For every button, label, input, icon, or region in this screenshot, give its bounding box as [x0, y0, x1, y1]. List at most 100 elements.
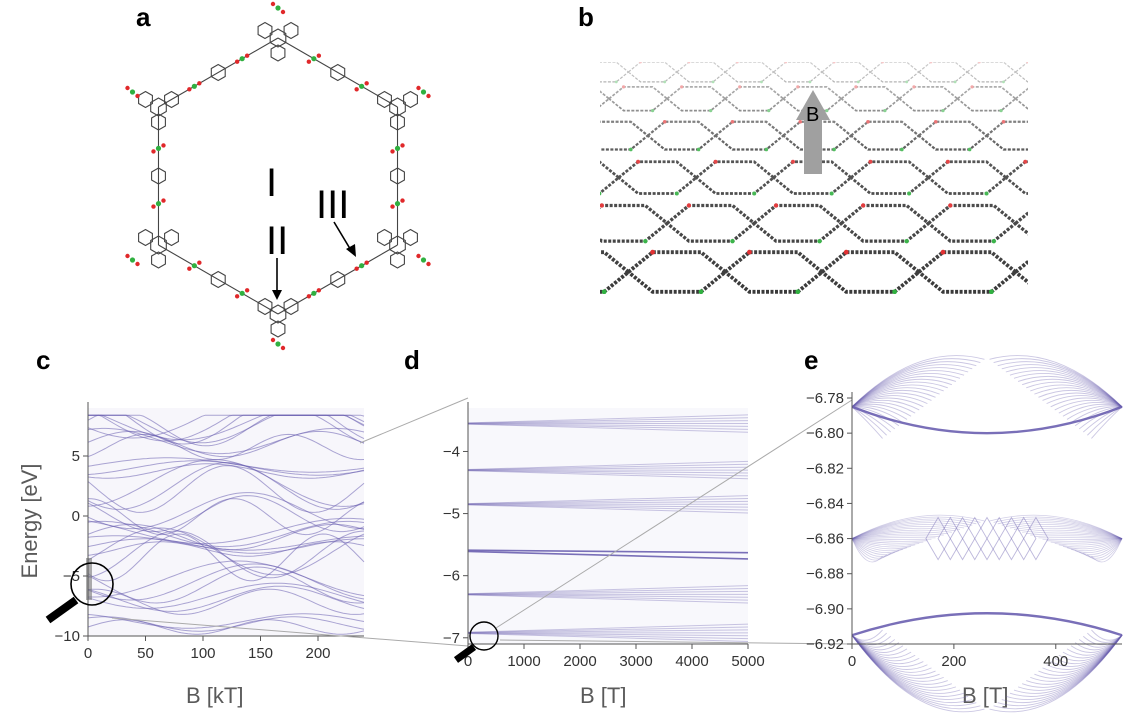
fan-line: [851, 367, 969, 408]
fan-line: [851, 514, 985, 539]
fan-line: [1038, 537, 1123, 539]
boron-atom: [1058, 109, 1061, 112]
fan-line: [989, 355, 1123, 408]
fan-line: [1013, 373, 1123, 408]
oxygen-atom: [364, 260, 369, 265]
boron-atom: [359, 83, 365, 89]
fan-line: [851, 389, 936, 408]
fan-line: [1013, 634, 1123, 694]
band-line: [87, 582, 365, 609]
fan-line: [1078, 634, 1123, 648]
fan-line: [1091, 406, 1123, 439]
band-line: [87, 527, 365, 576]
region-label-III: III: [316, 183, 349, 227]
fan-line: [851, 381, 948, 408]
benzene-ring: [151, 167, 166, 185]
benzene-ring: [389, 97, 406, 117]
fan-line: [851, 387, 940, 408]
band-line: [87, 538, 364, 554]
region-label-I: I: [266, 161, 277, 205]
panel-letter-d: d: [404, 345, 420, 375]
fan-line: [1030, 533, 1123, 539]
fan-line: [1070, 538, 1123, 553]
panel-e-plot-bg: [852, 398, 1122, 644]
y-tick-label: −6: [443, 568, 460, 585]
fan-line: [851, 538, 908, 552]
triphenylene-node: [125, 228, 179, 269]
fan-line: [1018, 527, 1123, 539]
benzene-ring: [150, 235, 167, 255]
fan-line: [851, 531, 948, 539]
oxygen-atom: [270, 1, 276, 7]
benzene-ring: [151, 251, 166, 269]
linker: [158, 37, 279, 108]
band-line: [87, 430, 365, 458]
band-line: [467, 504, 749, 514]
fan-line: [1038, 634, 1123, 676]
y-tick-label: −6.90: [806, 601, 844, 618]
fan-line: [1066, 634, 1123, 656]
band-line: [467, 594, 749, 604]
band-line: [87, 414, 365, 447]
oxygen-atom: [390, 204, 395, 209]
fan-line: [1046, 395, 1123, 408]
fan-line: [1074, 538, 1123, 555]
fan-line: [993, 358, 1123, 408]
oxygen-atom: [151, 204, 156, 209]
band-line: [87, 459, 365, 507]
benzene-ring: [138, 90, 153, 109]
boron-atom: [593, 109, 596, 112]
fan-line: [851, 538, 891, 559]
oxygen-atom: [416, 253, 421, 259]
boron-atom: [1079, 239, 1083, 243]
magnifier-d: [469, 621, 499, 651]
oxygen-atom: [316, 53, 322, 58]
oxygen-atom: [1035, 203, 1039, 207]
band-line: [87, 427, 365, 455]
fan-line: [1042, 392, 1123, 408]
fan-line: [1017, 634, 1123, 691]
oxygen-atom: [197, 81, 202, 86]
fan-line: [1026, 531, 1123, 539]
y-tick-label: −6.78: [806, 390, 844, 407]
fan-line: [1066, 538, 1123, 552]
fan-line: [1082, 634, 1123, 646]
benzene-ring: [269, 28, 287, 48]
diamond-cell: [1023, 516, 1049, 561]
panel-d-chart: −7 −6 −5 −4 0 1000 2000 3000 4000 5000: [443, 402, 765, 670]
fan-line: [1022, 634, 1123, 688]
benzene-ring: [150, 97, 167, 117]
boron-atom: [311, 56, 317, 62]
benzene-ring: [164, 90, 179, 109]
fan-line: [1005, 522, 1123, 539]
fan-line: [851, 634, 981, 710]
benzene-ring: [283, 21, 299, 40]
y-tick-label: −6.84: [806, 495, 844, 512]
panel-letter-c: c: [36, 345, 51, 375]
fan-line: [851, 537, 936, 539]
fan-line: [851, 634, 936, 676]
fan-line: [851, 538, 916, 548]
benzene-ring: [210, 63, 226, 82]
fan-line: [1050, 634, 1123, 668]
band-line: [87, 560, 365, 598]
envelope-top: [851, 405, 1123, 435]
fan-line: [851, 632, 887, 643]
fan-line: [851, 375, 957, 408]
benzene-ring: [390, 167, 405, 185]
x-tick-label: 0: [848, 653, 856, 670]
fan-line: [851, 634, 940, 679]
oxygen-atom: [354, 266, 359, 271]
boron-atom: [394, 145, 401, 151]
field-arrow-label: B: [806, 104, 819, 126]
boron-atom: [311, 290, 317, 296]
fan-line: [851, 403, 912, 417]
boron-atom: [1086, 289, 1091, 294]
fan-line: [851, 634, 904, 653]
panel-letter-a: a: [136, 2, 151, 32]
zoom-line-d-e-bottom: [499, 639, 853, 645]
fan-line: [851, 538, 904, 553]
band-line: [467, 470, 749, 480]
band-line: [87, 533, 365, 582]
triphenylene-node: [125, 85, 179, 131]
